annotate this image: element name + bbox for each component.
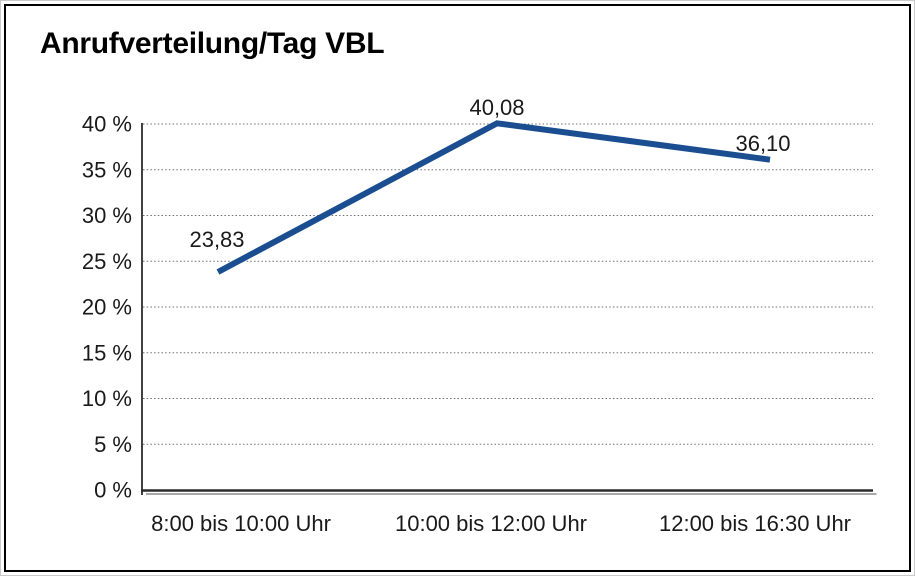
data-label: 40,08: [469, 95, 524, 120]
y-tick-label: 0 %: [94, 478, 132, 503]
y-tick-label: 15 %: [82, 340, 132, 365]
y-tick-label: 10 %: [82, 386, 132, 411]
chart-title: Anrufverteilung/Tag VBL: [40, 27, 385, 60]
y-tick-label: 25 %: [82, 249, 132, 274]
y-tick-label: 20 %: [82, 295, 132, 320]
y-tick-label: 5 %: [94, 432, 132, 457]
data-label: 36,10: [735, 131, 790, 156]
line-chart: 0 % 5 % 10 % 15 % 20 % 25 % 30 % 35 % 40 % 23,83 4…: [82, 95, 877, 536]
data-label: 23,83: [189, 227, 244, 252]
series-line: [216, 120, 771, 275]
chart-canvas: Anrufverteilung/Tag VBL 0 % 5 % 10 % 15 % 20…: [4, 4, 911, 572]
y-tick-label: 40 %: [82, 112, 132, 137]
x-category-label: 12:00 bis 16:30 Uhr: [659, 511, 851, 536]
y-tick-label: 30 %: [82, 203, 132, 228]
y-tick-label: 35 %: [82, 157, 132, 182]
x-category-label: 10:00 bis 12:00 Uhr: [395, 511, 587, 536]
x-category-label: 8:00 bis 10:00 Uhr: [151, 511, 331, 536]
